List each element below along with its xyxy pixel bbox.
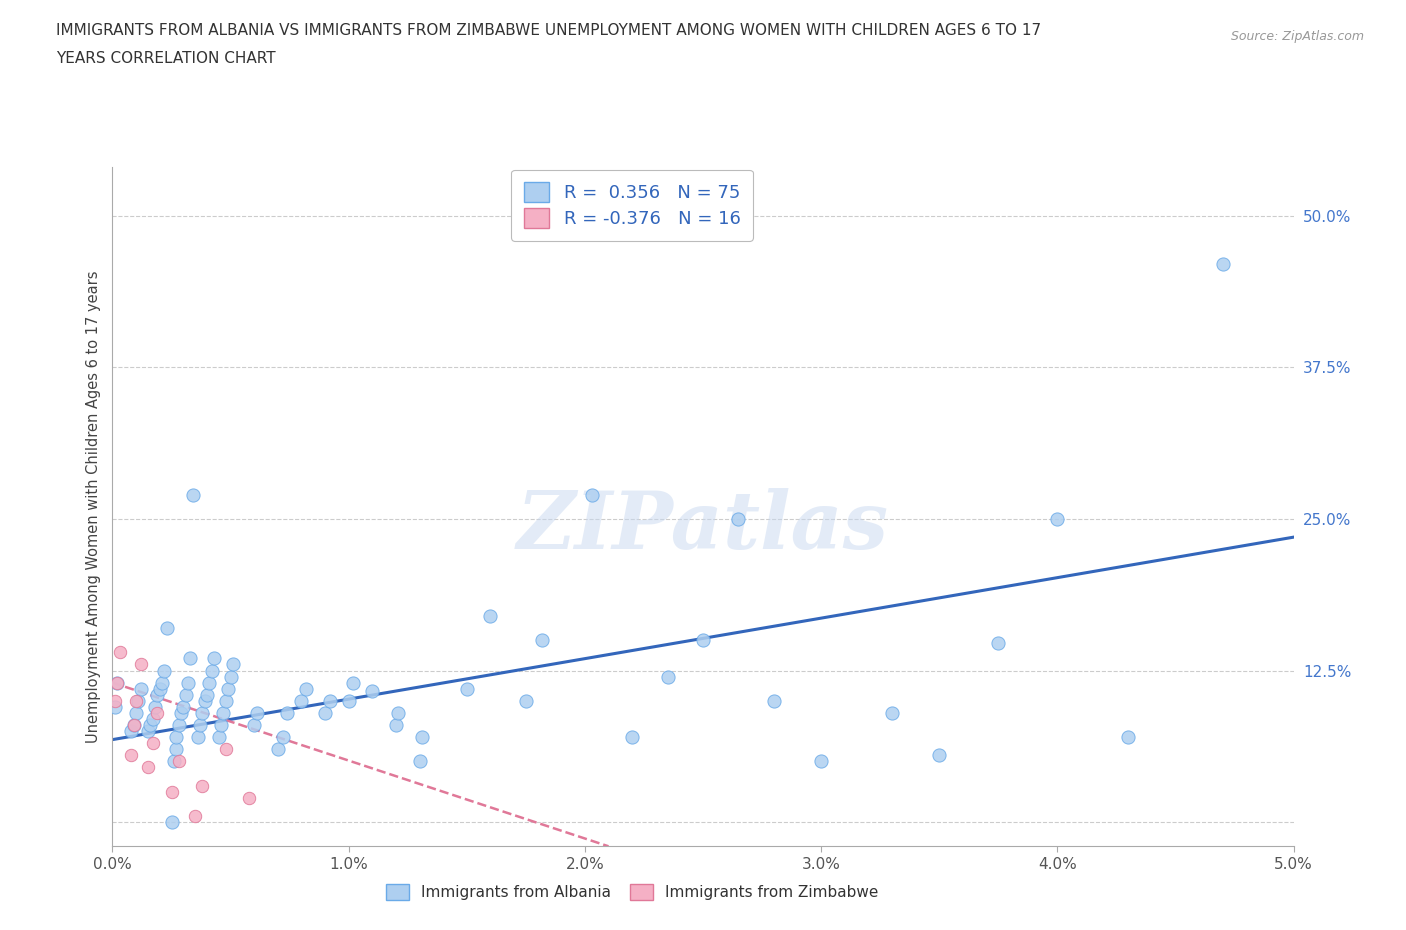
Point bbox=[165, 730, 187, 745]
Point bbox=[122, 718, 145, 733]
Point bbox=[179, 651, 201, 666]
Point bbox=[319, 694, 342, 709]
Point bbox=[136, 760, 159, 775]
Point bbox=[127, 694, 149, 709]
Point bbox=[621, 730, 644, 745]
Point bbox=[408, 754, 430, 769]
Point bbox=[167, 718, 190, 733]
Point bbox=[531, 632, 554, 647]
Point bbox=[104, 699, 127, 714]
Point bbox=[215, 694, 238, 709]
Point bbox=[160, 784, 183, 799]
Point bbox=[129, 682, 152, 697]
Legend: Immigrants from Albania, Immigrants from Zimbabwe: Immigrants from Albania, Immigrants from… bbox=[380, 878, 884, 907]
Point bbox=[581, 487, 603, 502]
Point bbox=[198, 675, 221, 690]
Point bbox=[762, 694, 785, 709]
Point bbox=[411, 730, 433, 745]
Point bbox=[156, 620, 179, 635]
Point bbox=[172, 699, 194, 714]
Point bbox=[1046, 512, 1069, 526]
Point bbox=[987, 635, 1010, 650]
Point bbox=[337, 694, 360, 709]
Point bbox=[120, 748, 142, 763]
Point bbox=[361, 684, 384, 698]
Point bbox=[209, 718, 232, 733]
Point bbox=[104, 694, 127, 709]
Point bbox=[184, 808, 207, 823]
Point bbox=[880, 706, 903, 721]
Point bbox=[276, 706, 298, 721]
Point bbox=[219, 670, 242, 684]
Point bbox=[238, 790, 260, 805]
Point bbox=[727, 512, 749, 526]
Point bbox=[479, 608, 502, 623]
Point bbox=[194, 694, 217, 709]
Point bbox=[385, 718, 408, 733]
Point bbox=[515, 694, 537, 709]
Point bbox=[195, 687, 218, 702]
Point bbox=[186, 730, 208, 745]
Point bbox=[181, 487, 204, 502]
Point bbox=[217, 682, 239, 697]
Point bbox=[692, 632, 714, 647]
Point bbox=[125, 694, 148, 709]
Point bbox=[215, 742, 238, 757]
Point bbox=[129, 657, 152, 671]
Point bbox=[105, 675, 128, 690]
Point bbox=[136, 724, 159, 738]
Point bbox=[657, 670, 679, 684]
Point bbox=[290, 694, 312, 709]
Point bbox=[150, 675, 173, 690]
Point bbox=[202, 651, 225, 666]
Point bbox=[314, 706, 336, 721]
Point bbox=[108, 644, 131, 659]
Point bbox=[243, 718, 266, 733]
Point bbox=[153, 663, 176, 678]
Point bbox=[201, 663, 224, 678]
Point bbox=[122, 718, 145, 733]
Point bbox=[191, 706, 214, 721]
Point bbox=[105, 675, 128, 690]
Point bbox=[245, 706, 267, 721]
Text: YEARS CORRELATION CHART: YEARS CORRELATION CHART bbox=[56, 51, 276, 66]
Point bbox=[222, 657, 245, 671]
Point bbox=[177, 675, 200, 690]
Point bbox=[142, 711, 165, 726]
Point bbox=[149, 682, 172, 697]
Text: IMMIGRANTS FROM ALBANIA VS IMMIGRANTS FROM ZIMBABWE UNEMPLOYMENT AMONG WOMEN WIT: IMMIGRANTS FROM ALBANIA VS IMMIGRANTS FR… bbox=[56, 23, 1042, 38]
Point bbox=[342, 675, 364, 690]
Point bbox=[456, 682, 478, 697]
Point bbox=[928, 748, 950, 763]
Point bbox=[191, 778, 214, 793]
Point bbox=[267, 742, 290, 757]
Point bbox=[165, 742, 187, 757]
Point bbox=[139, 718, 162, 733]
Point bbox=[174, 687, 197, 702]
Text: ZIPatlas: ZIPatlas bbox=[517, 488, 889, 566]
Point bbox=[142, 736, 165, 751]
Point bbox=[271, 730, 294, 745]
Y-axis label: Unemployment Among Women with Children Ages 6 to 17 years: Unemployment Among Women with Children A… bbox=[86, 271, 101, 743]
Point bbox=[295, 682, 318, 697]
Point bbox=[1116, 730, 1139, 745]
Point bbox=[170, 706, 193, 721]
Text: Source: ZipAtlas.com: Source: ZipAtlas.com bbox=[1230, 30, 1364, 43]
Point bbox=[1212, 257, 1234, 272]
Point bbox=[125, 706, 148, 721]
Point bbox=[120, 724, 142, 738]
Point bbox=[167, 754, 190, 769]
Point bbox=[212, 706, 235, 721]
Point bbox=[163, 754, 186, 769]
Point bbox=[208, 730, 231, 745]
Point bbox=[143, 699, 166, 714]
Point bbox=[188, 718, 211, 733]
Point bbox=[146, 687, 169, 702]
Point bbox=[146, 706, 169, 721]
Point bbox=[810, 754, 832, 769]
Point bbox=[160, 815, 183, 830]
Point bbox=[387, 706, 409, 721]
